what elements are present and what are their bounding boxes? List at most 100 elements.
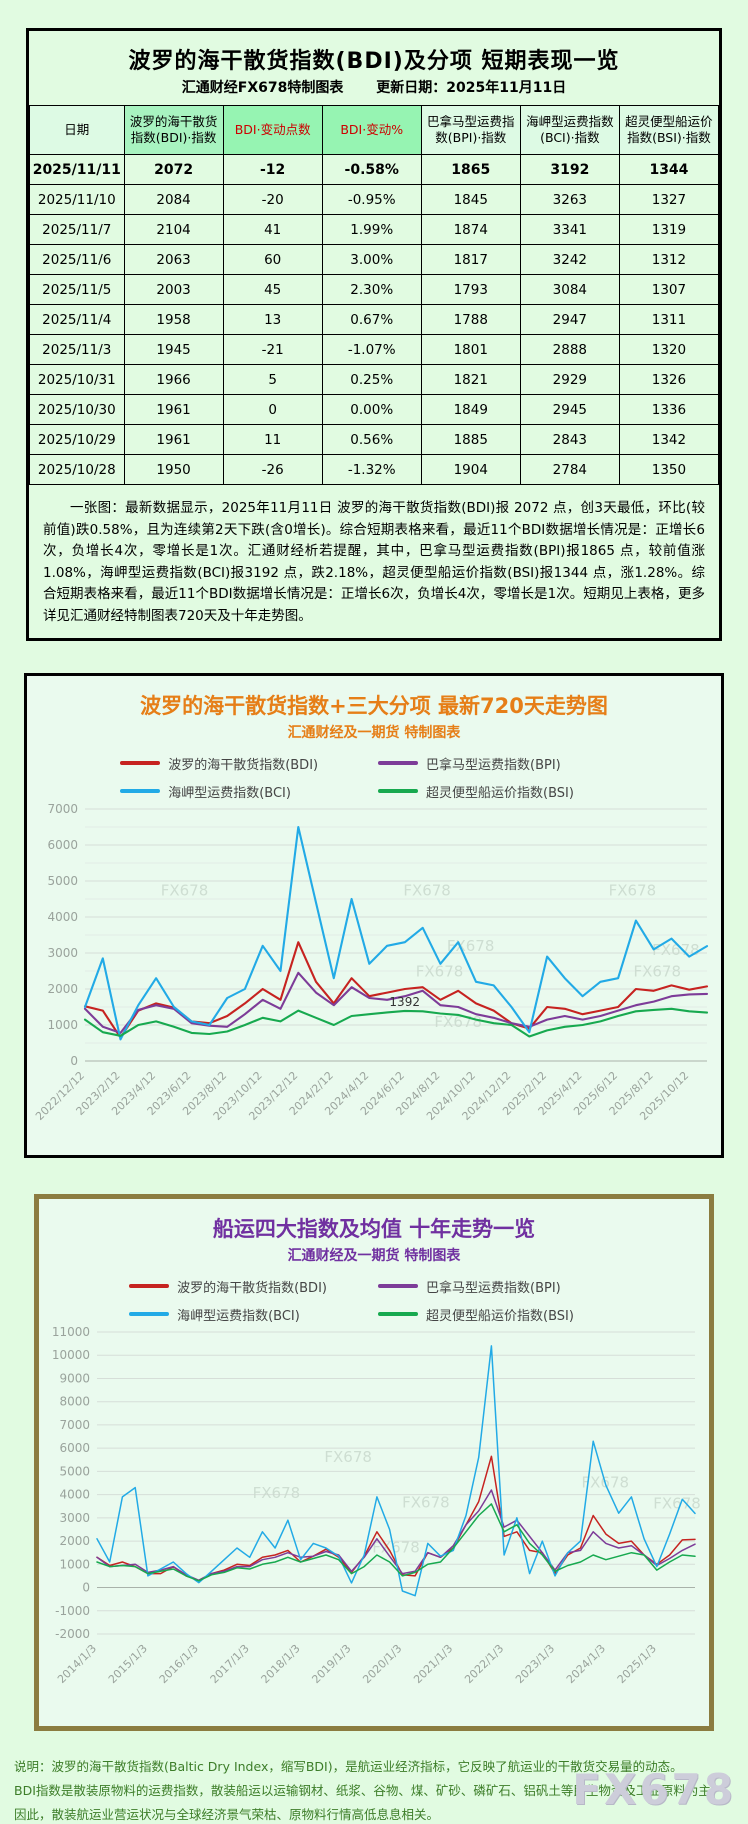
- legend-swatch-bdi: [129, 1284, 170, 1289]
- chart-10y-subtitle: 汇通财经及一期货 特制图表: [287, 1247, 461, 1264]
- table-title: 波罗的海干散货指数(BDI)及分项 短期表现一览: [128, 49, 620, 74]
- table-cell: -0.58%: [321, 154, 422, 185]
- chart-watermark: FX678: [324, 1448, 372, 1466]
- chart-720-subtitle: 汇通财经及一期货 特制图表: [287, 724, 461, 741]
- table-cell: 2025/11/6: [29, 244, 125, 275]
- y-tick-label: 1000: [47, 1018, 78, 1032]
- table-note: 一张图：最新数据显示，2025年11月11日 波罗的海干散货指数(BDI)报 2…: [43, 500, 705, 624]
- y-tick-label: 4000: [59, 1487, 90, 1501]
- table-row: 2025/10/29 1961 11 0.56% 1885 2843 1342: [29, 424, 720, 455]
- table-cell: 60: [222, 244, 323, 275]
- legend-item: 波罗的海干散货指数(BDI): [129, 1277, 370, 1296]
- table-cell: 1845: [420, 184, 521, 215]
- table-cell: 2063: [123, 244, 224, 275]
- table-cell: 0: [222, 394, 323, 425]
- y-tick-label: 2000: [59, 1534, 90, 1548]
- column-header: 波罗的海干散货指数(BDI)·指数: [123, 105, 224, 155]
- y-tick-label: 2000: [47, 982, 78, 996]
- y-tick-label: 9000: [59, 1371, 90, 1385]
- table-cell: 1312: [618, 244, 720, 275]
- legend-label: 巴拿马型运费指数(BPI): [426, 1280, 561, 1296]
- table-cell: 1821: [420, 364, 521, 395]
- table-cell: 2947: [519, 304, 620, 335]
- table-cell: 1950: [123, 454, 224, 485]
- table-cell: 2025/10/29: [29, 424, 125, 455]
- table-cell: 0.56%: [321, 424, 422, 455]
- table-cell: 2929: [519, 364, 620, 395]
- chart-watermark: FX678: [416, 962, 464, 980]
- table-cell: 1961: [123, 394, 224, 425]
- table-cell: 0.00%: [321, 394, 422, 425]
- table-cell: 1961: [123, 424, 224, 455]
- table-cell: 3263: [519, 184, 620, 215]
- table-cell: 1958: [123, 304, 224, 335]
- table-cell: 5: [222, 364, 323, 395]
- bdi-table: 日期 波罗的海干散货指数(BDI)·指数 BDI·变动点数 BDI·变动% 巴拿马型运费…: [29, 105, 720, 485]
- legend-label: 波罗的海干散货指数(BDI): [177, 1280, 327, 1296]
- column-header: 海岬型运费指数(BCI)·指数: [519, 105, 620, 155]
- table-cell: 11: [222, 424, 323, 455]
- y-tick-label: 0: [70, 1054, 78, 1068]
- legend-item: 海岬型运费指数(BCI): [120, 782, 370, 801]
- y-tick-label: 0: [82, 1580, 90, 1594]
- table-cell: 1326: [618, 364, 720, 395]
- table-cell: 3341: [519, 214, 620, 245]
- table-cell: 2784: [519, 454, 620, 485]
- y-tick-label: 5000: [47, 874, 78, 888]
- table-cell: 1788: [420, 304, 521, 335]
- x-tick-label: 2015/1/3: [106, 1641, 150, 1685]
- table-cell: 2025/11/10: [29, 184, 125, 215]
- x-tick-label: 2014/1/3: [55, 1641, 99, 1685]
- legend-swatch-bci: [129, 1312, 170, 1317]
- chart-10y-plot: -2000 -1000 0 1000 2000 3000 4000 5000 6000 7000 8…: [52, 1325, 701, 1686]
- table-cell: 2104: [123, 214, 224, 245]
- table-cell: -26: [222, 454, 323, 485]
- table-cell: 2.30%: [321, 274, 422, 305]
- table-cell: 1966: [123, 364, 224, 395]
- table-cell: 2843: [519, 424, 620, 455]
- chart-watermark: FX678: [253, 1484, 301, 1502]
- legend-label: 波罗的海干散货指数(BDI): [168, 757, 319, 773]
- legend-item: 海岬型运费指数(BCI): [129, 1305, 370, 1324]
- table-cell: 2003: [123, 274, 224, 305]
- legend-item: 超灵便型船运价指数(BSI): [378, 1305, 619, 1324]
- legend-label: 海岬型运费指数(BCI): [168, 785, 291, 801]
- legend-item: 超灵便型船运价指数(BSI): [378, 782, 628, 801]
- table-row: 2025/11/10 2084 -20 -0.95% 1845 3263 1327: [29, 184, 720, 215]
- chart-720-title: 波罗的海干散货指数+三大分项 最新720天走势图: [140, 693, 608, 718]
- fx678-watermark: FX678: [572, 1765, 736, 1814]
- series-bpi: [96, 1488, 696, 1581]
- table-subtitle: 汇通财经FX678特制图表 更新日期：2025年11月11日: [29, 77, 719, 97]
- legend-swatch-bpi: [378, 1284, 418, 1289]
- table-cell: 1885: [420, 424, 521, 455]
- table-row: 2025/10/30 1961 0 0.00% 1849 2945 1336: [29, 394, 720, 425]
- y-tick-label: 8000: [59, 1394, 90, 1408]
- legend-swatch-bpi: [378, 761, 418, 766]
- table-cell: 1319: [618, 214, 720, 245]
- legend-swatch-bsi: [378, 789, 418, 794]
- chart-watermark: FX678: [402, 1493, 450, 1511]
- table-cell: 41: [222, 214, 323, 245]
- series-bci: [96, 1344, 696, 1597]
- table-cell: 45: [222, 274, 323, 305]
- x-tick-label: 2025/1/3: [615, 1641, 659, 1685]
- table-cell: 3.00%: [321, 244, 422, 275]
- table-row: 2025/10/28 1950 -26 -1.32% 1904 2784 1350: [29, 454, 720, 485]
- chart-watermark: FX678: [633, 962, 681, 980]
- table-cell: 3084: [519, 274, 620, 305]
- legend-item: 巴拿马型运费指数(BPI): [378, 1277, 619, 1296]
- table-cell: 1344: [618, 154, 720, 185]
- table-cell: 2072: [123, 154, 224, 185]
- chart-watermark: FX678: [609, 881, 657, 899]
- table-cell: 1336: [618, 394, 720, 425]
- table-cell: 1904: [420, 454, 521, 485]
- table-cell: 0.25%: [321, 364, 422, 395]
- table-cell: 2025/10/28: [29, 454, 125, 485]
- table-cell: 2025/11/4: [29, 304, 125, 335]
- table-cell: 0.67%: [321, 304, 422, 335]
- y-tick-label: -2000: [55, 1627, 90, 1641]
- chart-10y-legend: 波罗的海干散货指数(BDI) 巴拿马型运费指数(BPI) 海岬型运费指数(BCI) 超…: [129, 1277, 619, 1324]
- table-source: 汇通财经FX678特制图表: [181, 80, 344, 96]
- table-cell: 1849: [420, 394, 521, 425]
- table-row: 2025/11/7 2104 41 1.99% 1874 3341 1319: [29, 214, 720, 245]
